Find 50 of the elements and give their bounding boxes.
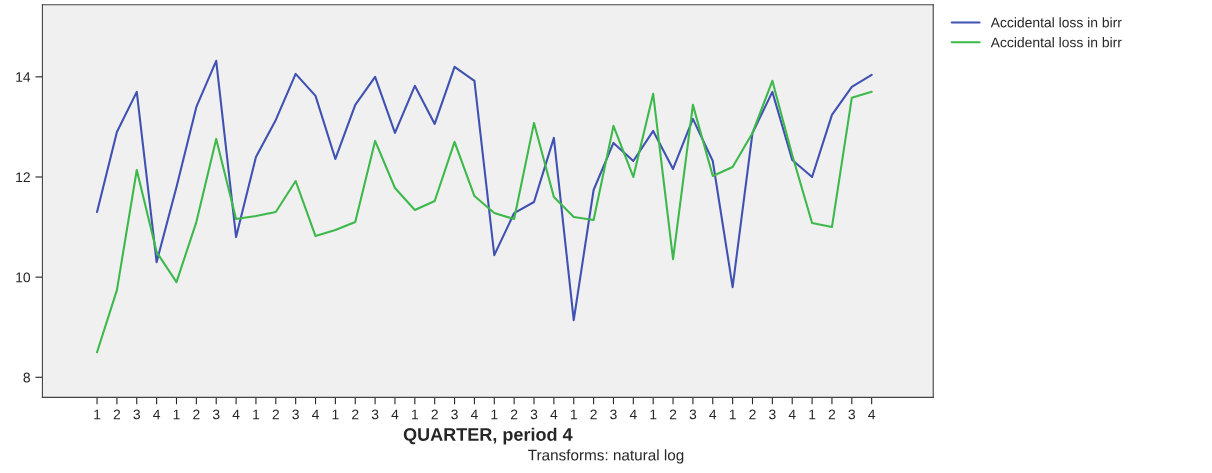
x-tick-label: 2 [669, 409, 677, 420]
x-tick-label: 3 [292, 409, 299, 420]
x-tick-label: 2 [510, 409, 518, 420]
x-tick-label: 3 [133, 409, 141, 420]
x-tick-label: 1 [729, 409, 736, 420]
y-tick-label: 8 [23, 372, 31, 383]
x-tick-label: 4 [153, 409, 161, 420]
x-tick-label: 4 [709, 409, 717, 420]
x-tick-label: 3 [769, 409, 776, 420]
x-tick-label: 4 [470, 409, 478, 420]
x-tick-label: 4 [788, 409, 796, 420]
line-series [96, 79, 873, 354]
x-tick-label: 3 [530, 409, 538, 420]
legend-label: Accidental loss in birr [990, 37, 1122, 48]
x-tick-label: 3 [212, 409, 220, 420]
x-tick-label: 4 [629, 409, 637, 420]
legend-label: Accidental loss in birr [990, 17, 1122, 28]
x-tick-label: 2 [272, 409, 279, 420]
x-tick-label: 1 [412, 409, 419, 420]
x-tick-label: 3 [848, 409, 856, 420]
x-tick-label: 2 [749, 409, 756, 420]
x-tick-label: 2 [590, 409, 597, 420]
x-tick-label: 4 [311, 409, 319, 420]
x-axis-title: QUARTER, period 4 [403, 427, 573, 445]
x-tick-label: 2 [113, 409, 121, 420]
x-tick-label: 1 [809, 409, 816, 420]
line-series [96, 59, 873, 322]
y-tick-label: 12 [16, 172, 30, 183]
x-tick-label: 2 [352, 409, 359, 420]
x-tick-label: 3 [371, 409, 379, 420]
x-tick-label: 4 [391, 409, 399, 420]
x-tick-label: 1 [491, 409, 498, 420]
x-tick-label: 1 [570, 409, 577, 420]
x-tick-label: 2 [193, 409, 200, 420]
x-tick-label: 1 [650, 409, 657, 420]
x-tick-label: 3 [689, 409, 697, 420]
x-tick-label: 4 [868, 409, 876, 420]
x-tick-label: 4 [232, 409, 240, 420]
x-tick-label: 2 [431, 409, 438, 420]
x-tick-label: 1 [253, 409, 260, 420]
x-tick-label: 1 [332, 409, 339, 420]
x-tick-label: 3 [451, 409, 458, 420]
text: Transforms: natural log [528, 449, 684, 464]
x-tick-label: 1 [173, 409, 180, 420]
x-tick-label: 2 [828, 409, 836, 420]
y-tick-label: 10 [16, 272, 31, 283]
x-tick-label: 3 [610, 409, 617, 420]
x-tick-label: 4 [550, 409, 558, 420]
y-tick-label: 14 [16, 72, 31, 82]
x-tick-label: 1 [94, 409, 101, 420]
